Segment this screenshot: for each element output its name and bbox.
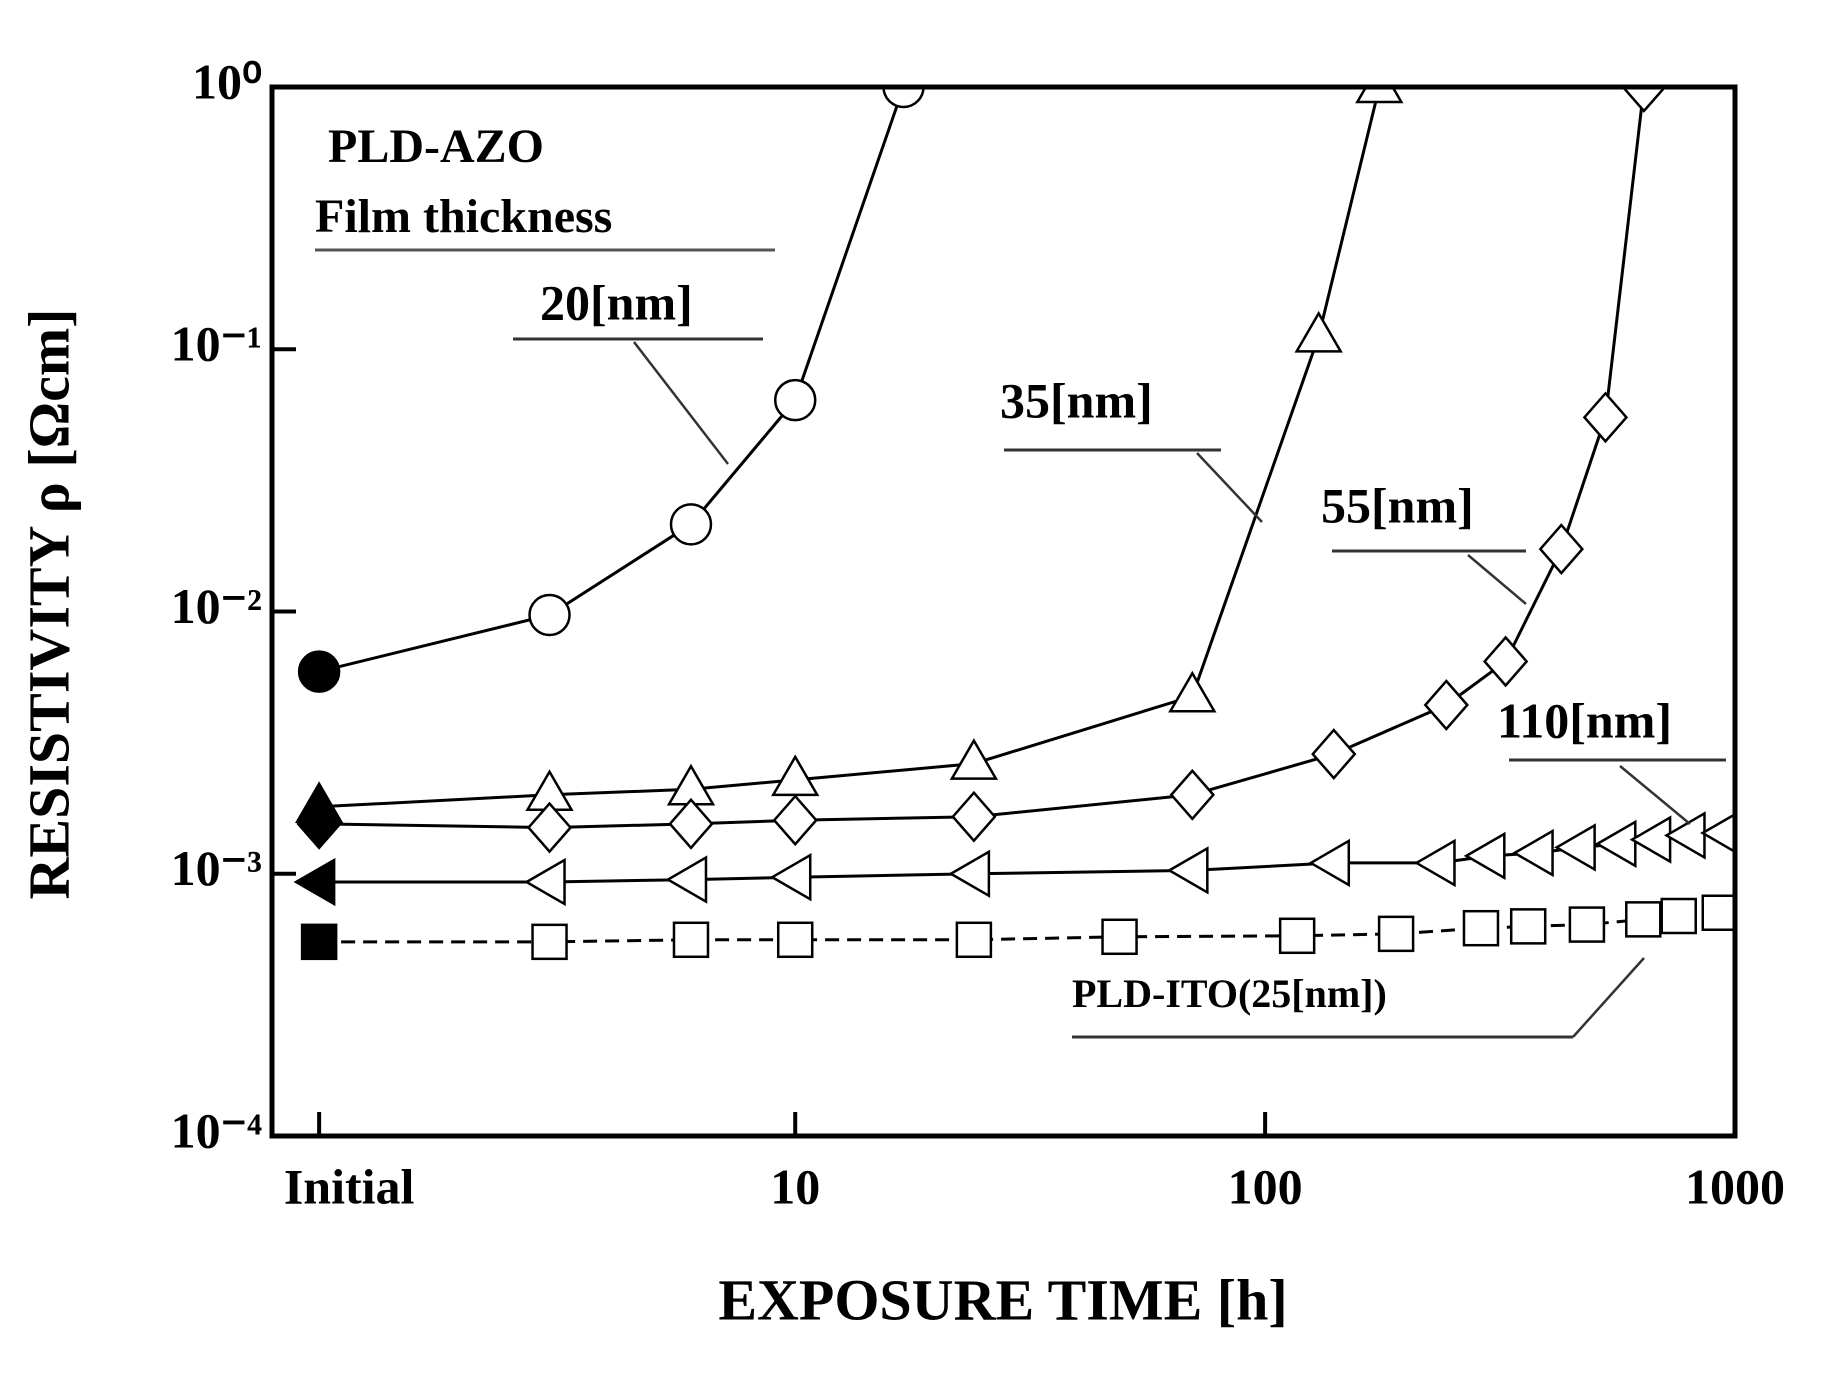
x-axis-label: EXPOSURE TIME [h] [718, 1267, 1287, 1332]
marker [1594, 819, 1637, 869]
marker [1423, 679, 1469, 731]
series-label: 20[nm] [540, 274, 693, 330]
x-tick-label: 100 [1228, 1158, 1303, 1214]
marker [526, 801, 573, 854]
marker [776, 921, 814, 959]
marker [1554, 823, 1596, 872]
marker [524, 857, 566, 907]
axes-frame [269, 84, 1738, 1139]
marker [297, 650, 341, 693]
marker [1700, 812, 1735, 854]
marker [1308, 838, 1351, 888]
marker [293, 857, 336, 907]
marker [1621, 87, 1667, 113]
series-label: PLD-ITO(25[nm]) [1072, 971, 1387, 1016]
marker [1538, 523, 1585, 575]
series-label: 35[nm] [1000, 372, 1153, 428]
y-tick-label: 10⁻³ [171, 840, 262, 896]
marker [1582, 391, 1629, 444]
marker [531, 923, 568, 961]
marker [1101, 918, 1138, 956]
marker [1355, 87, 1404, 104]
marker [882, 87, 925, 109]
series-label: 110[nm] [1497, 692, 1672, 748]
marker [300, 923, 338, 961]
marker [1509, 908, 1547, 945]
marker [955, 921, 993, 959]
marker [773, 378, 817, 422]
leader-line [1619, 765, 1691, 825]
marker [769, 853, 812, 902]
marker [948, 849, 991, 898]
y-axis-label: RESISTIVITY ρ [Ωcm] [16, 309, 81, 900]
marker [1660, 897, 1697, 935]
y-tick-label: 10⁰ [192, 53, 262, 109]
marker [1294, 310, 1343, 353]
y-tick-label: 10⁻¹ [171, 316, 262, 372]
marker [771, 754, 820, 797]
y-tick-label: 10⁻⁴ [171, 1102, 262, 1158]
marker [669, 503, 713, 546]
marker [1169, 768, 1215, 821]
series-label: 55[nm] [1321, 477, 1474, 533]
marker [1701, 894, 1735, 932]
annotation: PLD-AZO [328, 120, 544, 173]
marker [1413, 838, 1456, 888]
marker [1462, 909, 1500, 947]
marker [772, 794, 818, 847]
marker [672, 921, 710, 959]
leader-line [1467, 554, 1527, 605]
marker [951, 790, 997, 843]
x-tick-label: 10 [770, 1158, 820, 1214]
series-line [319, 87, 1381, 809]
marker [1377, 915, 1415, 953]
marker [668, 797, 714, 850]
series-line [318, 87, 905, 674]
marker [1512, 828, 1554, 878]
series-line [319, 911, 1720, 944]
marker [1482, 635, 1529, 688]
marker [1629, 815, 1672, 864]
marker [1278, 917, 1316, 955]
marker [665, 855, 708, 904]
marker [528, 593, 571, 637]
plot-area [293, 87, 1735, 961]
series-line [319, 831, 1726, 884]
marker [1168, 670, 1217, 713]
marker [1568, 906, 1606, 943]
marker [1463, 831, 1506, 881]
marker [1311, 728, 1357, 780]
marker [1166, 846, 1209, 895]
x-tick-label: Initial [284, 1158, 415, 1214]
leader-line [1572, 957, 1645, 1038]
leader-line [1196, 452, 1263, 523]
y-tick-label: 10⁻² [171, 578, 262, 634]
annotation: Film thickness [315, 190, 612, 243]
marker [296, 797, 342, 850]
leader-line [633, 341, 729, 465]
series-line [319, 87, 1646, 830]
x-tick-label: 1000 [1685, 1158, 1785, 1214]
marker [949, 738, 999, 780]
marker [1625, 901, 1662, 938]
